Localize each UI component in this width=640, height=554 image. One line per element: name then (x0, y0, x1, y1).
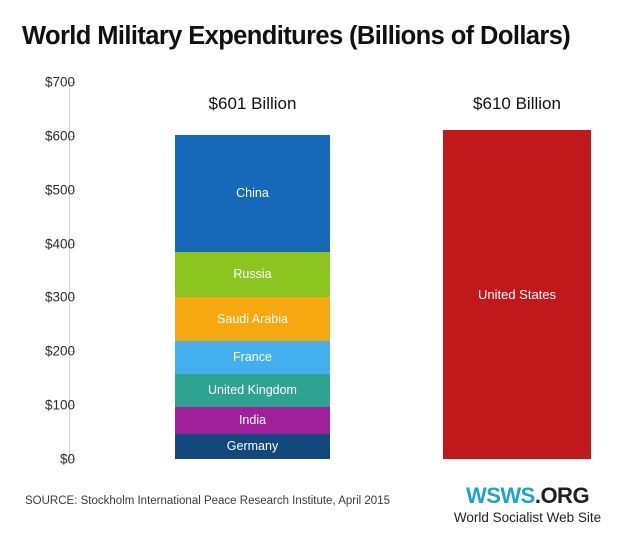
y-axis-tick-label: $500 (44, 182, 75, 198)
wsws-logo[interactable]: WSWS.ORG World Socialist Web Site (440, 484, 615, 525)
wsws-tagline: World Socialist Web Site (453, 510, 602, 526)
wsws-wordmark-secondary: .ORG (534, 483, 590, 508)
y-axis-tick-label: $400 (44, 236, 75, 252)
bar-segment-label: India (238, 412, 267, 427)
bar-segment[interactable]: India (175, 406, 330, 434)
stacked-bar-total-label: $601 Billion (208, 94, 297, 113)
bar-segment-label: France (233, 350, 272, 365)
y-axis-line (69, 82, 70, 460)
bar-segment[interactable]: Germany (175, 433, 330, 459)
bar-segment[interactable]: France (175, 341, 330, 375)
bar-segment-label: Saudi Arabia (217, 311, 288, 326)
y-axis-tick-mark (69, 351, 75, 353)
united-states-bar[interactable]: United States (443, 130, 591, 459)
united-states-bar-total-label: $610 Billion (473, 94, 561, 113)
united-states-bar-label: United States (477, 287, 557, 303)
y-axis-tick-label: $700 (44, 74, 75, 90)
source-note: SOURCE: Stockholm International Peace Re… (25, 495, 390, 507)
y-axis-tick-label: $300 (44, 289, 75, 305)
bar-segment-label: Germany (226, 439, 279, 454)
y-axis-tick-label: $600 (44, 128, 75, 144)
y-axis-tick-mark (69, 459, 75, 460)
y-axis-tick-label: $200 (44, 343, 75, 359)
y-axis-tick-mark (69, 405, 75, 407)
y-axis-tick-mark (69, 135, 75, 137)
bar-segment-label: Russia (233, 267, 272, 282)
stacked-bar-column: $601 Billion China Russia Saudi Arabia Fran… (175, 82, 330, 460)
y-axis-tick-mark (69, 297, 75, 299)
united-states-bar-column: $610 Billion United States (443, 82, 591, 460)
plot-area: $700 $600 $500 $400 $300 $200 $100 $0 $601 Bill… (44, 74, 591, 467)
y-axis-tick-mark (69, 82, 75, 83)
bar-segment[interactable]: China (175, 135, 330, 252)
y-axis-tick-label: $0 (59, 451, 75, 467)
bar-segment[interactable]: Saudi Arabia (175, 297, 330, 342)
y-axis-tick-label: $100 (44, 397, 75, 413)
bar-segment-label: China (236, 186, 269, 201)
y-axis-tick-mark (69, 243, 75, 245)
bar-segment[interactable]: Russia (175, 251, 330, 298)
wsws-wordmark: WSWS.ORG (440, 484, 615, 507)
page-title: World Military Expenditures (Billions of… (22, 22, 571, 50)
y-axis-tick-mark (69, 189, 75, 191)
bar-segment-label: United Kingdom (208, 383, 297, 398)
stacked-bar-segments: China Russia Saudi Arabia France United King… (175, 135, 330, 459)
bar-segment[interactable]: United Kingdom (175, 374, 330, 407)
wsws-wordmark-primary: WSWS (465, 483, 535, 508)
